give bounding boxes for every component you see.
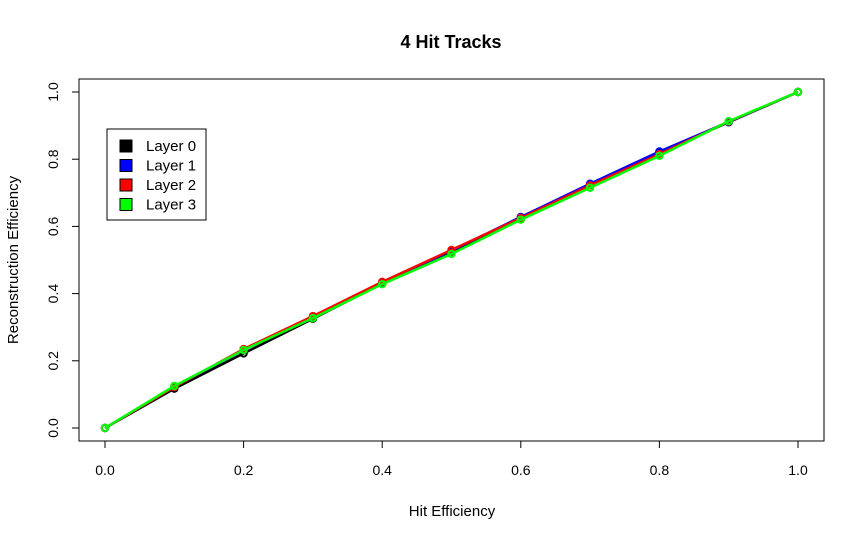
x-tick-label: 0.8 xyxy=(650,462,670,478)
series-line xyxy=(104,90,799,430)
legend-swatch xyxy=(119,139,133,153)
series-line xyxy=(104,90,799,430)
legend-swatch xyxy=(119,198,133,211)
x-tick-label: 0.6 xyxy=(511,462,531,478)
data-point xyxy=(100,423,110,433)
x-axis-label: Hit Efficiency xyxy=(409,503,496,520)
legend-label: Layer 2 xyxy=(146,177,196,194)
data-point xyxy=(585,183,595,192)
data-point xyxy=(655,151,664,161)
x-axis: 0.0 0.2 0.4 0.6 0.8 1.0 xyxy=(95,440,808,478)
legend-label: Layer 3 xyxy=(146,197,196,214)
data-point xyxy=(793,87,803,97)
y-tick-label: 0.6 xyxy=(45,216,61,236)
y-axis: 0.0 0.2 0.4 0.6 0.8 1.0 xyxy=(45,82,80,438)
chart-title: 4 Hit Tracks xyxy=(400,32,501,52)
series-layer xyxy=(100,87,803,433)
legend-swatch xyxy=(119,159,133,172)
data-point xyxy=(724,117,733,126)
legend-label: Layer 0 xyxy=(146,138,196,155)
series-line xyxy=(104,90,799,430)
legend: Layer 0 Layer 1 Layer 2 Layer 3 xyxy=(106,128,207,221)
x-tick-label: 0.4 xyxy=(372,462,392,478)
y-tick-label: 0.2 xyxy=(45,351,61,371)
y-tick-label: 1.0 xyxy=(45,82,61,102)
y-tick-label: 0.0 xyxy=(45,418,61,438)
data-point xyxy=(378,279,387,289)
data-point xyxy=(308,313,318,323)
legend-swatch xyxy=(119,178,133,192)
series-layer-3 xyxy=(100,87,803,433)
series-layer-2 xyxy=(100,87,803,433)
data-point xyxy=(239,345,248,355)
data-point xyxy=(170,381,179,391)
data-point xyxy=(516,215,525,224)
y-tick-label: 0.4 xyxy=(45,284,61,304)
series-line xyxy=(104,90,799,430)
series-layer-0 xyxy=(100,87,803,433)
data-point xyxy=(447,249,456,259)
series-layer-1 xyxy=(100,87,803,433)
x-tick-label: 0.0 xyxy=(95,462,115,478)
legend-label: Layer 1 xyxy=(146,158,196,175)
x-tick-label: 0.2 xyxy=(234,462,254,478)
y-axis-label: Reconstruction Efficiency xyxy=(5,175,22,344)
y-tick-label: 0.8 xyxy=(45,149,61,169)
x-tick-label: 1.0 xyxy=(788,462,808,478)
